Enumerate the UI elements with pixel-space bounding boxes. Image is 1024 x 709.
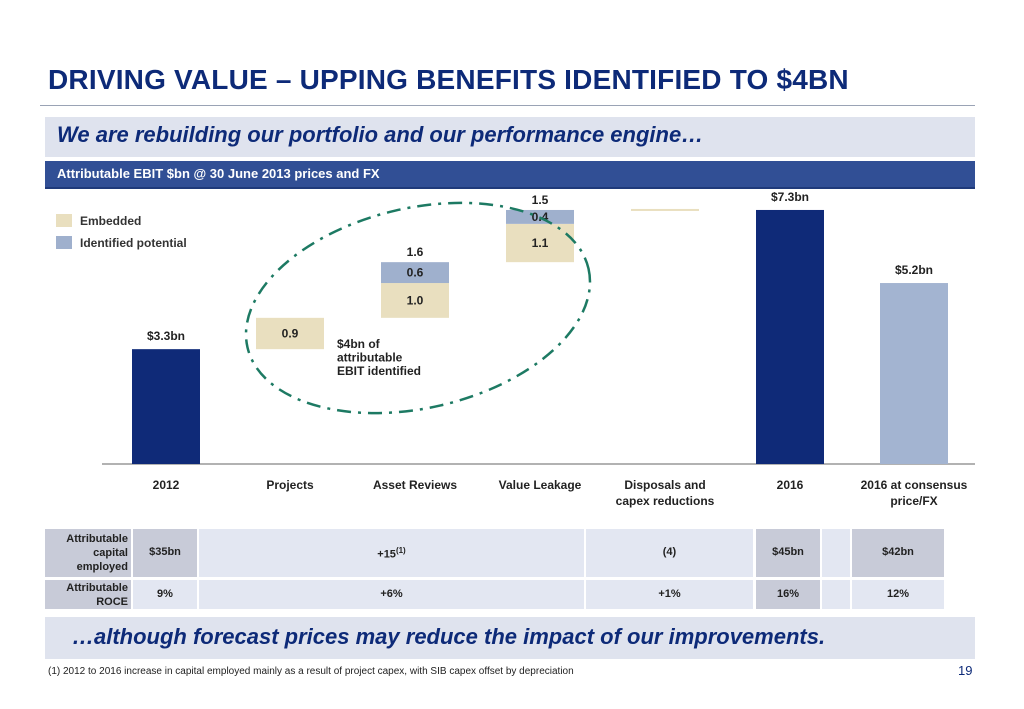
cell-capital-2012 [133, 529, 197, 577]
bar-total-label-0: $3.3bn [147, 329, 185, 343]
legend-label-embedded: Embedded [80, 214, 142, 228]
row-label-line: capital [93, 547, 128, 559]
roce-mid-value: +6% [380, 588, 403, 600]
capital-consensus-value: $42bn [882, 546, 914, 558]
segment-label-2-1: 0.6 [407, 266, 424, 280]
legend-label-identified: Identified potential [80, 236, 187, 250]
category-label-6-line1: price/FX [890, 494, 937, 508]
row-label-box-roce [45, 580, 131, 609]
row-label-line: Attributable [66, 533, 128, 545]
bar-segment-2-0 [381, 283, 449, 318]
cell-roce-consensus [852, 580, 944, 609]
legend-swatch-identified [56, 236, 72, 249]
annotation-line-0: $4bn of [337, 337, 381, 351]
capital-2012-value: $35bn [149, 546, 181, 558]
category-label-2: Asset Reviews [373, 478, 457, 492]
metric-label: Attributable EBIT $bn @ 30 June 2013 pri… [57, 166, 380, 181]
roce-2016-value: 16% [776, 588, 800, 600]
roce-consensus-value: 12% [886, 588, 910, 600]
legend-swatch-embedded [56, 214, 72, 227]
category-label-6: 2016 at consensus [861, 478, 968, 492]
title-divider [40, 105, 975, 106]
bar-segment-2-1 [381, 262, 449, 284]
bar-segment-4-0 [631, 208, 699, 211]
subtitle-band [45, 117, 975, 157]
bar-segment-3-0 [506, 223, 574, 263]
conclusion-band [45, 617, 975, 659]
category-label-5: 2016 [777, 478, 804, 492]
row-label-capital: Attributable capital employed [45, 532, 128, 574]
cell-roce-2016 [756, 580, 820, 609]
bar-segment-1-0 [256, 317, 324, 350]
cell-roce-disposals [586, 580, 753, 609]
cell-capital-2016 [756, 529, 820, 577]
cell-capital-mid [199, 529, 584, 577]
segment-label-3-0: 1.1 [532, 236, 549, 250]
bar-6 [880, 283, 948, 464]
row-label-line: ROCE [96, 596, 128, 608]
row-label-roce: Attributable ROCE [45, 581, 128, 609]
segment-label-1-0: 0.9 [282, 327, 299, 341]
category-label-4: Disposals and [624, 478, 705, 492]
cell-capital-disposals [586, 529, 753, 577]
category-label-0: 2012 [153, 478, 180, 492]
category-label-1: Projects [266, 478, 314, 492]
category-label-4-line1: capex reductions [616, 494, 715, 508]
bar-5 [756, 209, 824, 464]
cell-roce-mid [199, 580, 584, 609]
waterfall-chart: $3.3bn 0.91.00.61.61.10.41.5 $7.3bn$5.2bn2… [102, 190, 975, 508]
highlight-ellipse [244, 201, 592, 415]
slide-title: DRIVING VALUE – UPPING BENEFITS IDENTIFI… [48, 64, 849, 95]
annotation-line-2: EBIT identified [337, 364, 421, 378]
roce-disposals-value: +1% [658, 588, 681, 600]
cell-capital-gap [822, 529, 850, 577]
category-label-3: Value Leakage [499, 478, 582, 492]
increment-total-label-2: 1.6 [407, 245, 424, 259]
cell-capital-consensus [852, 529, 944, 577]
page-number: 19 [958, 663, 973, 678]
capital-mid-value: +15(1) [199, 546, 584, 561]
metric-band [45, 161, 975, 189]
footnote: (1) 2012 to 2016 increase in capital emp… [48, 666, 574, 677]
cell-roce-gap [822, 580, 850, 609]
capital-disposals-value: (4) [662, 546, 677, 558]
capital-mid-footnote-ref: (1) [395, 546, 406, 555]
row-label-line: employed [76, 561, 128, 573]
bar-0 [132, 349, 200, 464]
row-label-box-capital [45, 529, 131, 577]
bar-total-label-6: $5.2bn [895, 263, 933, 277]
bar-total-label-5: $7.3bn [771, 190, 809, 204]
cell-roce-2012 [133, 580, 197, 609]
slide-subtitle: We are rebuilding our portfolio and our … [57, 122, 704, 147]
conclusion-text: …although forecast prices may reduce the… [72, 624, 826, 649]
segment-label-2-0: 1.0 [407, 293, 424, 307]
row-label-line: Attributable [66, 582, 128, 594]
roce-2012-value: 9% [157, 588, 173, 600]
annotation-line-1: attributable [337, 351, 403, 365]
increment-total-label-3: 1.5 [532, 193, 549, 207]
capital-2016-value: $45bn [772, 546, 804, 558]
capital-mid-number: +15 [377, 548, 396, 561]
